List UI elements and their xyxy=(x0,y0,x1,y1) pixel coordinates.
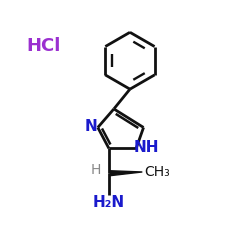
Polygon shape xyxy=(110,171,142,176)
Text: H: H xyxy=(90,163,101,177)
Text: HCl: HCl xyxy=(26,37,60,55)
Text: N: N xyxy=(84,119,97,134)
Text: CH₃: CH₃ xyxy=(144,165,170,179)
Text: H₂N: H₂N xyxy=(93,196,125,210)
Text: NH: NH xyxy=(134,140,159,155)
